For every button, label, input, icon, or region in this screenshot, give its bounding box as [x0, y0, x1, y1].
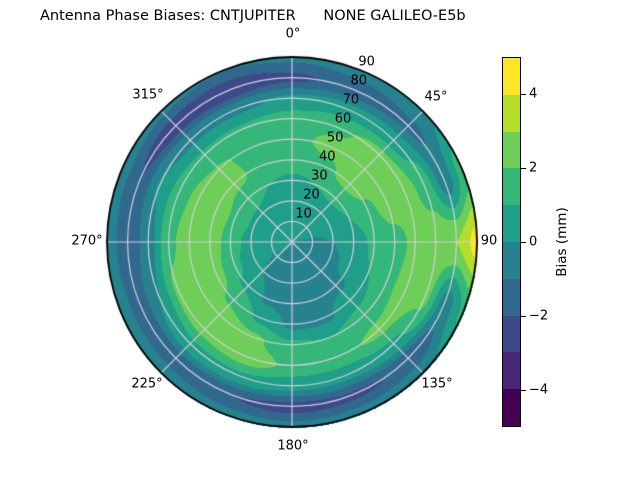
colorbar-segment [503, 241, 520, 279]
colorbar [502, 57, 521, 427]
radial-tick-label: 80 [350, 73, 368, 89]
radial-tick-label: 60 [334, 111, 352, 127]
radial-tick-label: 50 [326, 130, 344, 146]
colorbar-segment [503, 131, 520, 169]
azimuth-tick-label: 135° [421, 376, 453, 392]
colorbar-tick [521, 168, 526, 170]
azimuth-tick-label: 180° [277, 438, 309, 454]
colorbar-tick [521, 242, 526, 244]
azimuth-tick-label: 315° [132, 87, 164, 103]
colorbar-segment [503, 168, 520, 206]
colorbar-tick-label: 0 [529, 234, 538, 250]
azimuth-tick-label: 0° [285, 26, 301, 42]
colorbar-tick [521, 390, 526, 392]
radial-tick-label: 90 [358, 54, 375, 70]
azimuth-tick-label: 90 [480, 233, 498, 249]
azimuth-tick-label: 270° [71, 233, 103, 249]
colorbar-tick-label: −4 [529, 382, 549, 398]
colorbar-title: Bias (mm) [554, 207, 570, 277]
colorbar-segment [503, 94, 520, 132]
radial-tick-label: 20 [303, 187, 320, 203]
colorbar-segment [503, 352, 520, 390]
colorbar-segment [503, 205, 520, 242]
colorbar-tick [521, 94, 526, 96]
radial-tick-label: 10 [295, 206, 312, 222]
colorbar-segment [503, 315, 520, 353]
colorbar-segment [503, 389, 520, 426]
radial-tick-label: 70 [342, 92, 360, 108]
colorbar-tick-label: 2 [529, 160, 538, 176]
radial-tick-label: 30 [311, 168, 328, 184]
colorbar-tick [521, 316, 526, 318]
colorbar-tick-label: 4 [529, 86, 538, 102]
colorbar-segment [503, 278, 520, 316]
azimuth-tick-label: 45° [424, 89, 448, 105]
radial-tick-label: 40 [319, 149, 336, 165]
colorbar-segment [503, 58, 520, 95]
colorbar-tick-label: −2 [529, 308, 549, 324]
azimuth-tick-label: 225° [131, 376, 163, 392]
